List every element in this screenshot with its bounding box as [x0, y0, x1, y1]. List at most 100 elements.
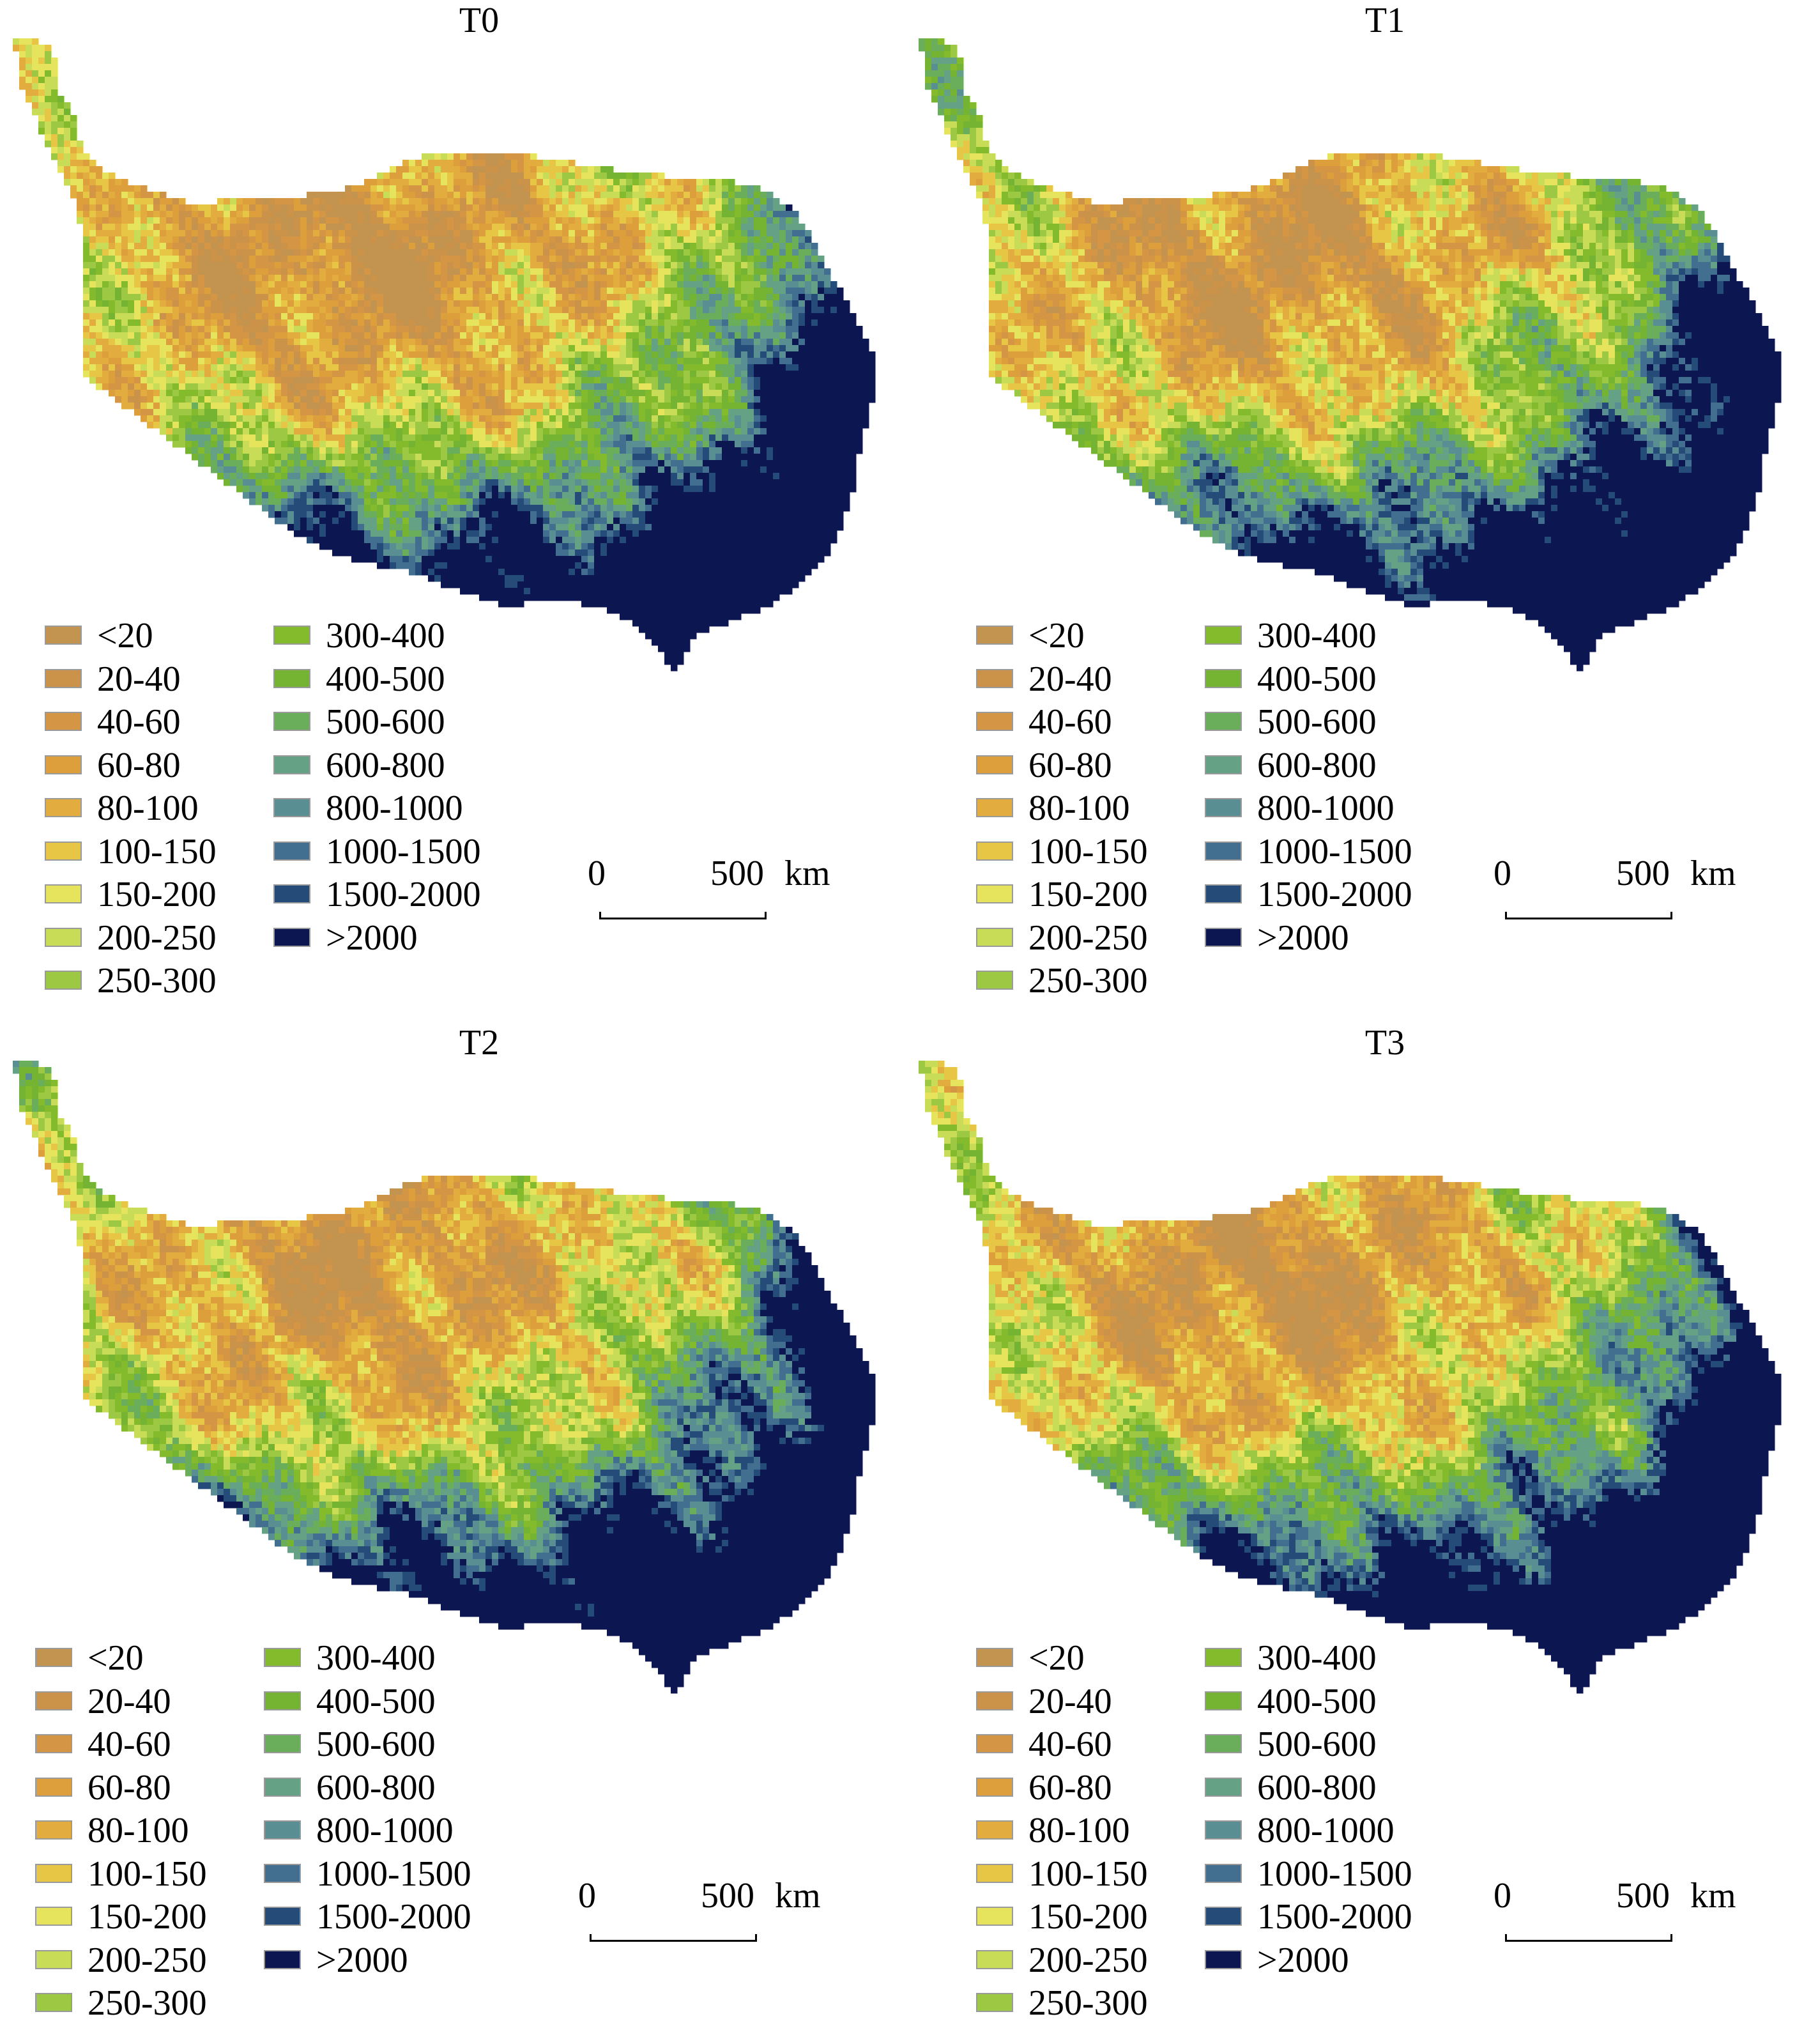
raster-cell	[811, 243, 818, 250]
raster-cell	[556, 332, 563, 339]
raster-cell	[492, 383, 499, 390]
raster-cell	[102, 371, 109, 378]
raster-cell	[760, 422, 767, 429]
raster-cell	[537, 390, 544, 397]
raster-cell	[562, 198, 569, 205]
raster-cell	[703, 307, 710, 314]
raster-cell	[505, 281, 512, 288]
raster-cell	[830, 345, 837, 352]
raster-cell	[626, 351, 633, 358]
raster-cell	[256, 256, 263, 263]
raster-cell	[422, 326, 429, 333]
raster-cell	[473, 390, 480, 397]
raster-cell	[204, 300, 211, 307]
raster-cell	[805, 345, 812, 352]
raster-cell	[204, 332, 211, 339]
raster-cell	[645, 192, 652, 199]
raster-cell	[409, 256, 416, 263]
raster-cell	[709, 211, 716, 218]
raster-cell	[786, 236, 793, 243]
raster-cell	[696, 185, 703, 192]
raster-cell	[294, 236, 301, 243]
raster-cell	[377, 358, 384, 365]
raster-cell	[773, 294, 780, 301]
raster-cell	[454, 211, 461, 218]
raster-cell	[594, 319, 601, 327]
raster-cell	[754, 428, 761, 435]
raster-cell	[383, 403, 390, 410]
raster-cell	[345, 390, 352, 397]
raster-cell	[109, 256, 116, 263]
raster-cell	[281, 319, 288, 327]
raster-cell	[128, 345, 135, 352]
raster-cell	[581, 415, 588, 422]
raster-cell	[332, 198, 339, 205]
raster-cell	[677, 396, 684, 403]
raster-cell	[460, 422, 467, 429]
raster-cell	[517, 281, 524, 288]
raster-cell	[415, 243, 422, 250]
raster-cell	[96, 211, 103, 218]
raster-cell	[332, 300, 339, 307]
raster-cell	[339, 217, 346, 224]
raster-cell	[447, 377, 454, 384]
raster-cell	[230, 409, 237, 416]
raster-cell	[690, 307, 697, 314]
raster-cell	[230, 428, 237, 435]
raster-cell	[371, 390, 378, 397]
raster-cell	[537, 371, 544, 378]
raster-cell	[121, 300, 128, 307]
raster-cell	[600, 230, 607, 237]
raster-cell	[319, 409, 326, 416]
raster-cell	[626, 307, 633, 314]
raster-cell	[626, 281, 633, 288]
raster-cell	[402, 160, 409, 167]
raster-cell	[728, 415, 735, 422]
raster-cell	[709, 300, 716, 307]
raster-cell	[869, 377, 876, 384]
raster-cell	[543, 307, 550, 314]
raster-cell	[172, 332, 180, 339]
raster-cell	[728, 224, 735, 231]
raster-cell	[441, 326, 448, 333]
raster-cell	[818, 332, 825, 339]
raster-cell	[396, 230, 403, 237]
raster-cell	[256, 339, 263, 346]
raster-cell	[779, 230, 786, 237]
raster-cell	[632, 256, 639, 263]
raster-cell	[786, 390, 793, 397]
raster-cell	[805, 409, 812, 416]
raster-cell	[19, 83, 26, 90]
raster-cell	[230, 358, 237, 365]
raster-cell	[479, 166, 486, 173]
raster-cell	[485, 345, 493, 352]
raster-cell	[505, 371, 512, 378]
raster-cell	[249, 371, 256, 378]
raster-cell	[588, 173, 595, 180]
raster-cell	[147, 198, 154, 205]
raster-cell	[224, 256, 231, 263]
raster-cell	[115, 332, 122, 339]
raster-cell	[658, 390, 665, 397]
raster-cell	[562, 192, 569, 199]
raster-cell	[735, 307, 742, 314]
raster-cell	[351, 377, 358, 384]
raster-cell	[83, 281, 90, 288]
raster-cell	[524, 307, 531, 314]
raster-cell	[211, 300, 218, 307]
raster-cell	[377, 332, 384, 339]
raster-cell	[639, 173, 646, 180]
raster-cell	[422, 249, 429, 256]
raster-cell	[160, 300, 167, 307]
raster-cell	[511, 377, 518, 384]
raster-cell	[300, 294, 307, 301]
raster-cell	[869, 383, 876, 390]
raster-cell	[300, 422, 307, 429]
raster-cell	[799, 403, 806, 410]
raster-cell	[626, 211, 633, 218]
raster-cell	[703, 217, 710, 224]
raster-cell	[447, 153, 454, 160]
raster-cell	[409, 415, 416, 422]
raster-cell	[843, 396, 850, 403]
raster-cell	[684, 319, 691, 327]
